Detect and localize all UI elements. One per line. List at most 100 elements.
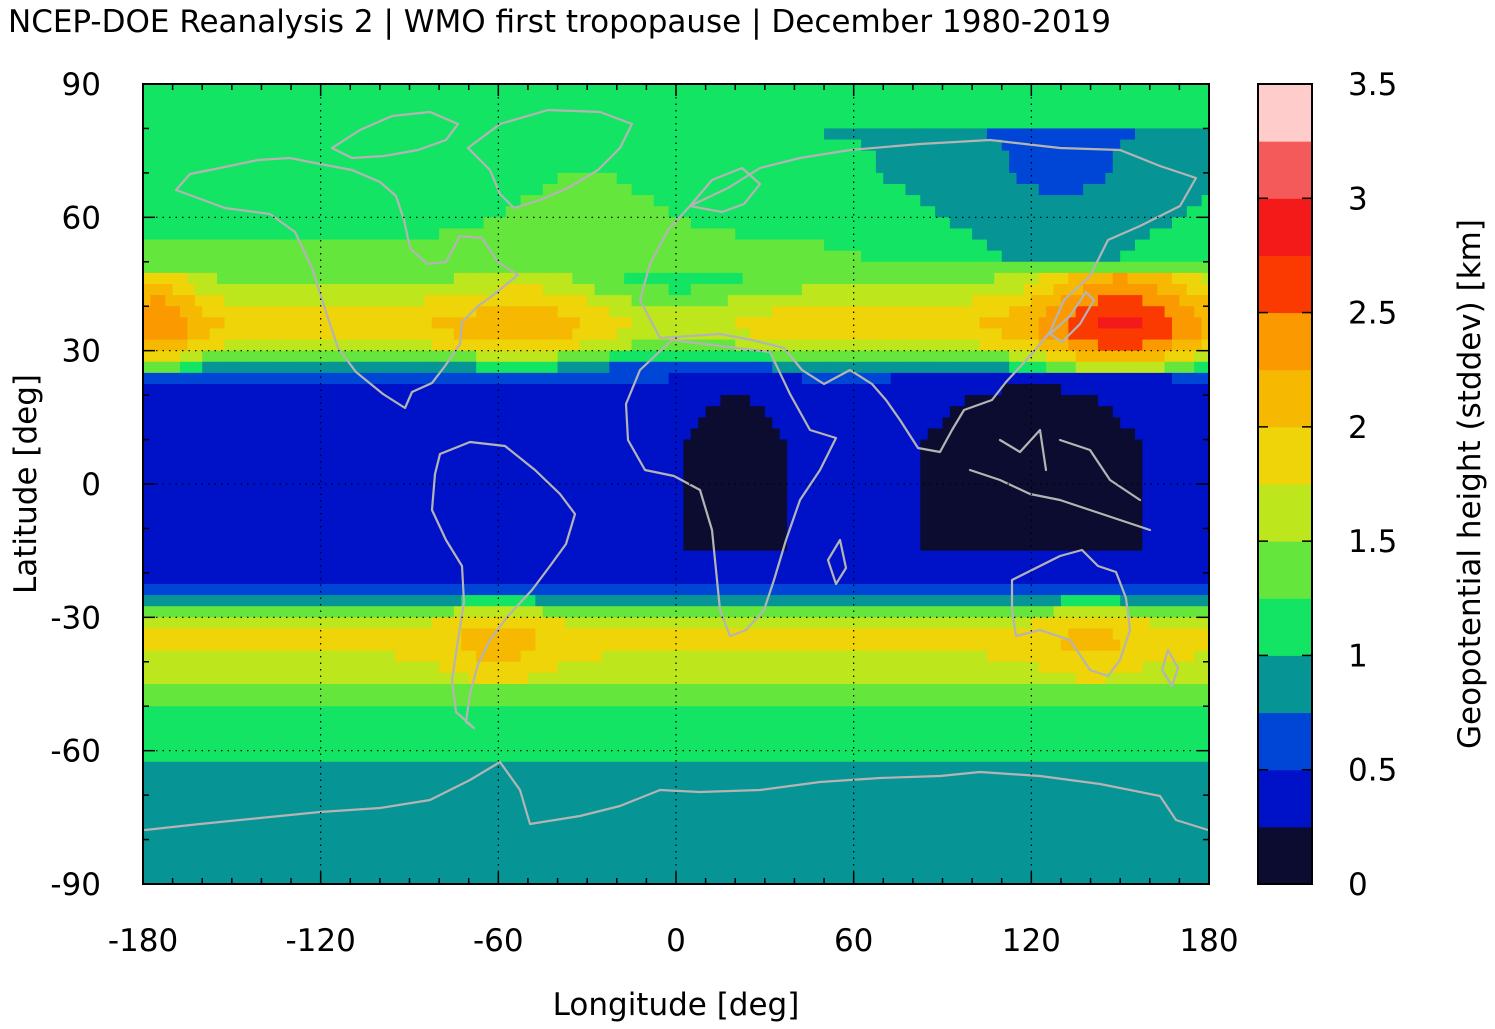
heatmap-cell: [261, 117, 270, 130]
heatmap-cell: [683, 172, 692, 185]
heatmap-cell: [994, 150, 1003, 163]
heatmap-cell: [794, 261, 803, 274]
heatmap-cell: [1046, 439, 1055, 452]
heatmap-cell: [372, 339, 381, 352]
heatmap-cell: [476, 228, 485, 241]
heatmap-cell: [453, 95, 462, 107]
heatmap-cell: [668, 272, 677, 285]
heatmap-cell: [1112, 350, 1121, 363]
heatmap-cell: [1134, 295, 1143, 307]
heatmap-cell: [150, 139, 159, 152]
heatmap-cell: [653, 384, 662, 396]
heatmap-cell: [372, 172, 381, 185]
heatmap-cell: [268, 372, 277, 385]
heatmap-cell: [1060, 161, 1069, 174]
heatmap-cell: [735, 395, 744, 407]
heatmap-cell: [883, 295, 892, 307]
heatmap-cell: [890, 439, 899, 452]
heatmap-cell: [631, 439, 640, 452]
heatmap-cell: [653, 361, 662, 374]
heatmap-cell: [994, 106, 1003, 118]
heatmap-cell: [1171, 328, 1180, 341]
heatmap-cell: [335, 295, 344, 307]
heatmap-cell: [431, 384, 440, 396]
heatmap-cell: [964, 261, 973, 274]
heatmap-cell: [1127, 428, 1136, 441]
heatmap-cell: [972, 317, 981, 330]
heatmap-cell: [676, 372, 684, 385]
heatmap-cell: [875, 450, 884, 463]
heatmap-cell: [964, 84, 973, 96]
heatmap-cell: [846, 272, 855, 285]
heatmap-cell: [1046, 272, 1055, 285]
heatmap-cell: [498, 261, 507, 274]
heatmap-cell: [1016, 184, 1025, 196]
heatmap-cell: [328, 439, 337, 452]
heatmap-cell: [1149, 84, 1158, 96]
heatmap-cell: [794, 84, 803, 96]
heatmap-cell: [1046, 128, 1055, 141]
heatmap-cell: [846, 361, 855, 374]
heatmap-cell: [1164, 295, 1173, 307]
heatmap-cell: [579, 84, 588, 96]
heatmap-cell: [498, 228, 507, 241]
heatmap-cell: [1186, 239, 1195, 252]
heatmap-cell: [853, 272, 862, 285]
heatmap-cell: [727, 306, 736, 318]
heatmap-cell: [750, 428, 759, 441]
heatmap-cell: [402, 150, 411, 163]
heatmap-cell: [698, 128, 707, 141]
heatmap-cell: [468, 317, 477, 330]
heatmap-cell: [342, 284, 351, 296]
heatmap-cell: [276, 272, 285, 285]
heatmap-cell: [439, 339, 448, 352]
heatmap-cell: [875, 395, 884, 407]
heatmap-cell: [668, 339, 677, 352]
heatmap-cell: [461, 339, 470, 352]
heatmap-cell: [1031, 195, 1040, 207]
heatmap-cell: [994, 406, 1003, 418]
heatmap-cell: [239, 339, 248, 352]
heatmap-cell: [231, 150, 240, 163]
heatmap-cell: [402, 339, 411, 352]
heatmap-cell: [424, 384, 433, 396]
heatmap-cell: [868, 84, 877, 96]
heatmap-cell: [1112, 295, 1121, 307]
heatmap-cell: [542, 228, 551, 241]
heatmap-cell: [587, 306, 596, 318]
heatmap-cell: [254, 439, 263, 452]
heatmap-cell: [772, 161, 781, 174]
heatmap-cell: [328, 461, 337, 474]
heatmap-cell: [838, 428, 847, 441]
heatmap-cell: [527, 172, 536, 185]
heatmap-cell: [927, 428, 936, 441]
heatmap-cell: [668, 328, 677, 341]
heatmap-cell: [875, 250, 884, 263]
heatmap-cell: [676, 128, 684, 141]
heatmap-cell: [1053, 150, 1062, 163]
heatmap-cell: [439, 350, 448, 363]
heatmap-cell: [372, 106, 381, 118]
heatmap-cell: [853, 217, 862, 230]
heatmap-cell: [1127, 217, 1136, 230]
heatmap-cell: [668, 439, 677, 452]
heatmap-cell: [446, 117, 455, 130]
heatmap-cell: [335, 128, 344, 141]
heatmap-cell: [476, 372, 485, 385]
heatmap-cell: [268, 306, 277, 318]
heatmap-cell: [838, 406, 847, 418]
heatmap-cell: [217, 350, 226, 363]
heatmap-cell: [453, 84, 462, 96]
heatmap-cell: [224, 161, 233, 174]
heatmap-cell: [735, 384, 744, 396]
heatmap-cell: [328, 417, 337, 430]
heatmap-cell: [527, 417, 536, 430]
heatmap-cell: [261, 228, 270, 241]
heatmap-cell: [439, 150, 448, 163]
heatmap-cell: [320, 272, 329, 285]
heatmap-cell: [424, 450, 433, 463]
heatmap-cell: [1120, 284, 1129, 296]
heatmap-cell: [387, 339, 396, 352]
heatmap-cell: [313, 461, 322, 474]
heatmap-cell: [468, 406, 477, 418]
